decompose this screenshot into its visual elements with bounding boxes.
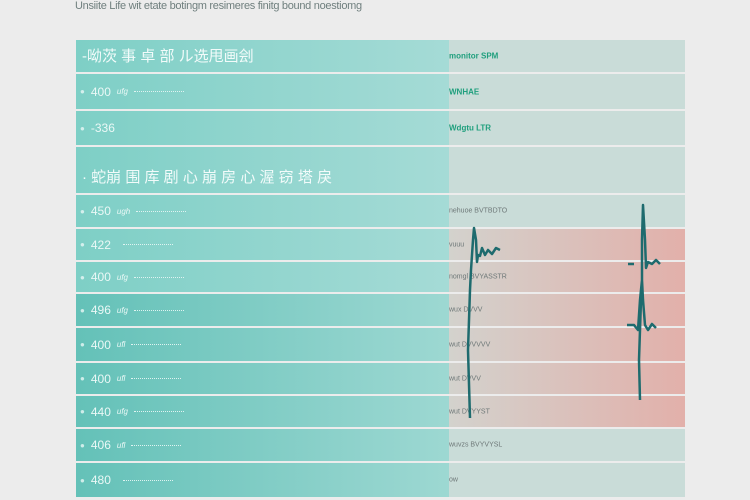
bullet-icon: ● (80, 475, 85, 485)
section-header-row[interactable]: · 蛇崩 围 库 剧 心 崩 房 心 渥 窃 塔 戾 (76, 147, 685, 193)
row-value: 450 (90, 204, 111, 218)
table-row[interactable]: ● 400 ufl wut DVVV (76, 363, 685, 394)
row-unit: ufl (116, 340, 126, 349)
waveform-label: nomgl BVYASSTR (449, 273, 507, 281)
bullet-icon: ● (80, 240, 85, 249)
table-row[interactable]: ● 422 vuuu (76, 229, 685, 260)
waveform-label: wux DVVV (449, 306, 483, 314)
section-title: -呦茨 事 卓 部 ル选甩画刽 (82, 48, 254, 65)
table-row[interactable]: ● 440 ufg wut DVYYST (76, 396, 685, 427)
bullet-icon: ● (80, 206, 85, 216)
section-header-row[interactable]: -呦茨 事 卓 部 ル选甩画刽 monitor SPM (76, 40, 685, 72)
table-row[interactable]: ● 496 ufg wux DVVV (76, 294, 685, 326)
bullet-icon: ● (80, 440, 85, 450)
row-value: 400 (90, 337, 111, 352)
row-unit: ufg (116, 87, 128, 96)
row-unit: ugh (116, 206, 131, 216)
waveform-label: wuvzs BVYVYSL (449, 441, 503, 449)
table-row[interactable]: ● 400 ufg WNHAE (76, 74, 685, 109)
row-value: 440 (90, 404, 111, 419)
table-row[interactable]: ● 406 ufl wuvzs BVYVYSL (76, 429, 685, 461)
waveform-label: wut DVVV (449, 375, 481, 382)
row-unit: ufg (116, 272, 128, 282)
bullet-icon: ● (80, 305, 85, 315)
table-row[interactable]: ● 400 ufg nomgl BVYASSTR (76, 262, 685, 292)
table-row[interactable]: ● 450 ugh nehuoe BVTBDTO (76, 195, 685, 227)
row-value: -336 (90, 121, 115, 135)
row-value: 480 (90, 473, 111, 487)
row-value: 400 (90, 371, 111, 386)
table-row[interactable]: ● -336 Wdgtu LTR (76, 111, 685, 145)
row-value: 422 (90, 237, 111, 252)
table-row[interactable]: ● 400 ufl wut DVVVVV (76, 328, 685, 361)
waveform-label: ow (449, 476, 458, 484)
row-value: 406 (90, 438, 111, 452)
bullet-icon: ● (80, 407, 85, 416)
status-tag: monitor SPM (449, 51, 499, 61)
bullet-icon: ● (80, 87, 85, 96)
section-title: · 蛇崩 围 库 剧 心 崩 房 心 渥 窃 塔 戾 (82, 169, 333, 186)
waveform-label: wut DVVVVV (449, 341, 491, 348)
bullet-icon: ● (80, 374, 85, 383)
row-unit: ufl (116, 440, 126, 450)
row-value: 400 (90, 84, 111, 99)
status-tag: WNHAE (449, 87, 480, 96)
row-value: 496 (90, 303, 111, 317)
row-unit: ufl (116, 374, 126, 383)
waveform-label: vuuu (449, 241, 465, 248)
row-value: 400 (90, 270, 111, 284)
status-tag: Wdgtu LTR (449, 123, 492, 133)
waveform-label: wut DVYYST (449, 408, 490, 415)
bullet-icon: ● (80, 272, 85, 282)
row-unit: ufg (116, 305, 128, 315)
waveform-label: nehuoe BVTBDTO (449, 207, 508, 215)
bullet-icon: ● (80, 123, 85, 133)
caption: Unsiite Life wit etate botingm resimeres… (75, 0, 362, 12)
table-row[interactable]: ● 480 ow (76, 463, 685, 497)
row-unit: ufg (116, 407, 128, 416)
bullet-icon: ● (80, 340, 85, 349)
